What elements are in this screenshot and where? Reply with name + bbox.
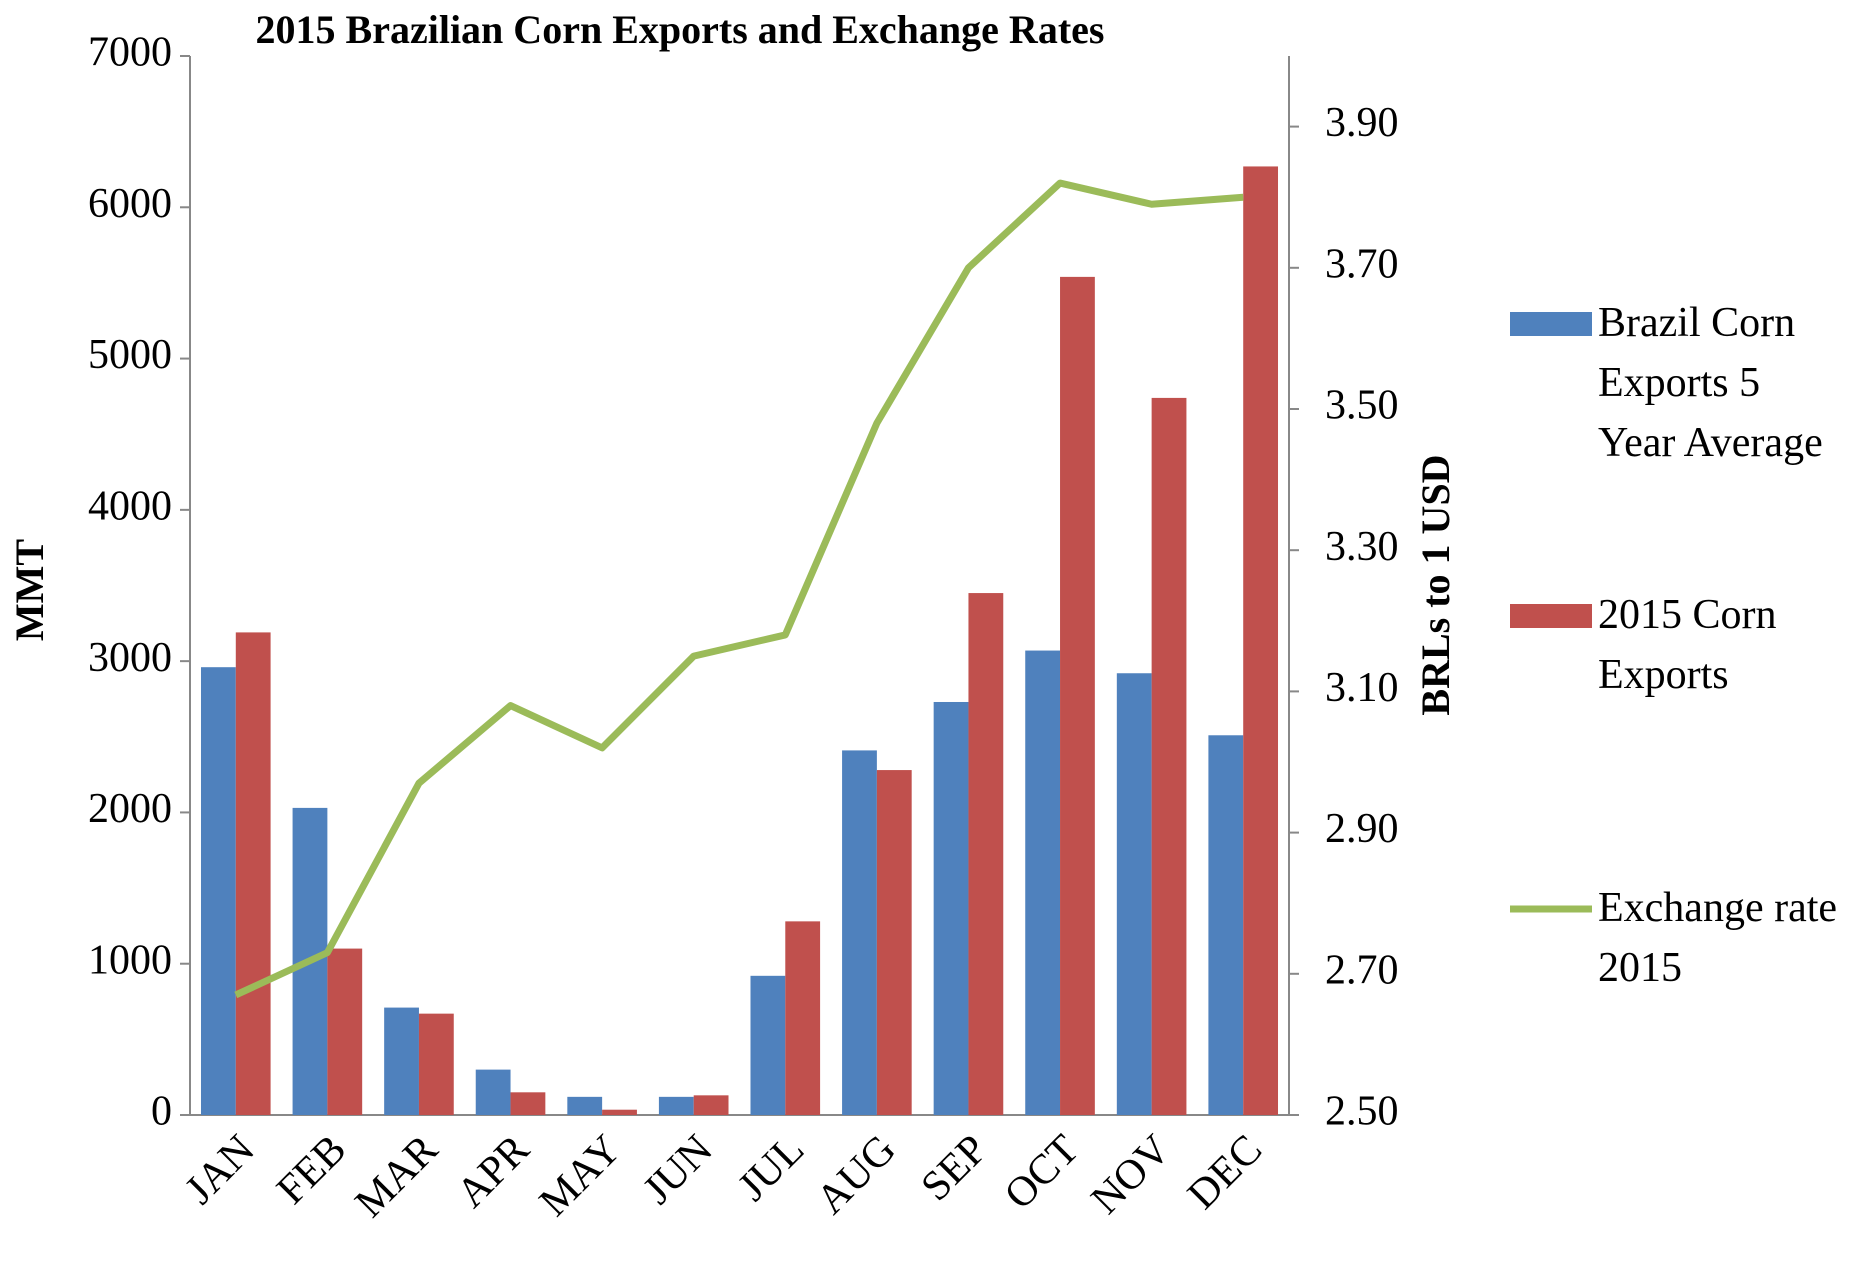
bar [658, 1096, 694, 1115]
legend-line: Year Average [1598, 420, 1823, 466]
y2-axis-label: BRLs to 1 USD [1413, 454, 1458, 715]
x-tick-label: MAY [531, 1126, 630, 1225]
line [234, 179, 1244, 999]
y-tick-label: 6000 [88, 181, 172, 227]
y-tick-label: 3000 [88, 635, 172, 681]
legend-swatch [1510, 604, 1592, 628]
bar [475, 1069, 511, 1115]
bar [567, 1096, 603, 1115]
y-tick-label: 1000 [88, 937, 172, 983]
y-tick-label: 4000 [88, 483, 172, 529]
y2-tick-label: 3.50 [1325, 383, 1399, 429]
bar [933, 701, 969, 1115]
x-tick-label: DEC [1179, 1126, 1271, 1218]
bar [510, 1092, 546, 1115]
y-axis-label: MMT [7, 539, 52, 642]
bar [1208, 735, 1244, 1115]
x-tick-label: APR [448, 1126, 538, 1216]
x-tick-label: SEP [913, 1126, 997, 1210]
chart-title: 2015 Brazilian Corn Exports and Exchange… [256, 7, 1105, 52]
legend-line: Exchange rate [1598, 885, 1837, 931]
x-tick-label: MAR [347, 1126, 447, 1226]
x-tick-label: NOV [1083, 1126, 1180, 1223]
bar [693, 1095, 729, 1115]
y2-tick-label: 3.30 [1325, 524, 1399, 570]
legend-line: Brazil Corn [1598, 300, 1795, 346]
bar [842, 750, 877, 1115]
y-tick-label: 0 [151, 1089, 172, 1135]
x-tick-label: JAN [177, 1126, 264, 1213]
bar [785, 921, 821, 1115]
x-tick-label: FEB [268, 1126, 355, 1213]
bar [968, 593, 1004, 1115]
y2-tick-label: 2.70 [1325, 947, 1399, 993]
legend-label: 2015 Corn Exports [1598, 592, 1777, 698]
legend-line: 2015 Corn [1598, 592, 1777, 638]
legend-label: Exchange rate 2015 [1598, 885, 1837, 991]
bar [327, 948, 363, 1115]
legend-line: Exports [1598, 652, 1729, 698]
x-tick-label: AUG [808, 1126, 905, 1223]
y-tick-label: 2000 [88, 786, 172, 832]
bar [1151, 397, 1187, 1115]
y2-tick-label: 2.50 [1325, 1089, 1399, 1135]
bar [384, 1007, 419, 1115]
y2-tick-label: 2.90 [1325, 806, 1399, 852]
bar [1060, 276, 1095, 1115]
bar [750, 975, 786, 1115]
y-tick-label: 5000 [88, 332, 172, 378]
bar [602, 1109, 637, 1115]
legend-line: 2015 [1598, 945, 1682, 991]
bar [1243, 166, 1279, 1115]
legend-label: Brazil Corn Exports 5 Year Average [1598, 300, 1823, 466]
bar [418, 1013, 454, 1115]
bar [235, 632, 271, 1115]
x-tick-label: JUN [635, 1126, 722, 1213]
bar [1116, 673, 1152, 1115]
y2-tick-label: 3.90 [1325, 100, 1399, 146]
x-tick-label: OCT [996, 1126, 1088, 1218]
y2-tick-label: 3.10 [1325, 665, 1399, 711]
legend-swatch [1510, 312, 1592, 336]
legend-line: Exports 5 [1598, 360, 1760, 406]
bar [200, 667, 236, 1115]
bar [1025, 650, 1061, 1115]
y2-tick-label: 3.70 [1325, 241, 1399, 287]
x-tick-label: JUL [729, 1126, 813, 1210]
bar [876, 770, 912, 1115]
y-tick-label: 7000 [88, 30, 172, 76]
